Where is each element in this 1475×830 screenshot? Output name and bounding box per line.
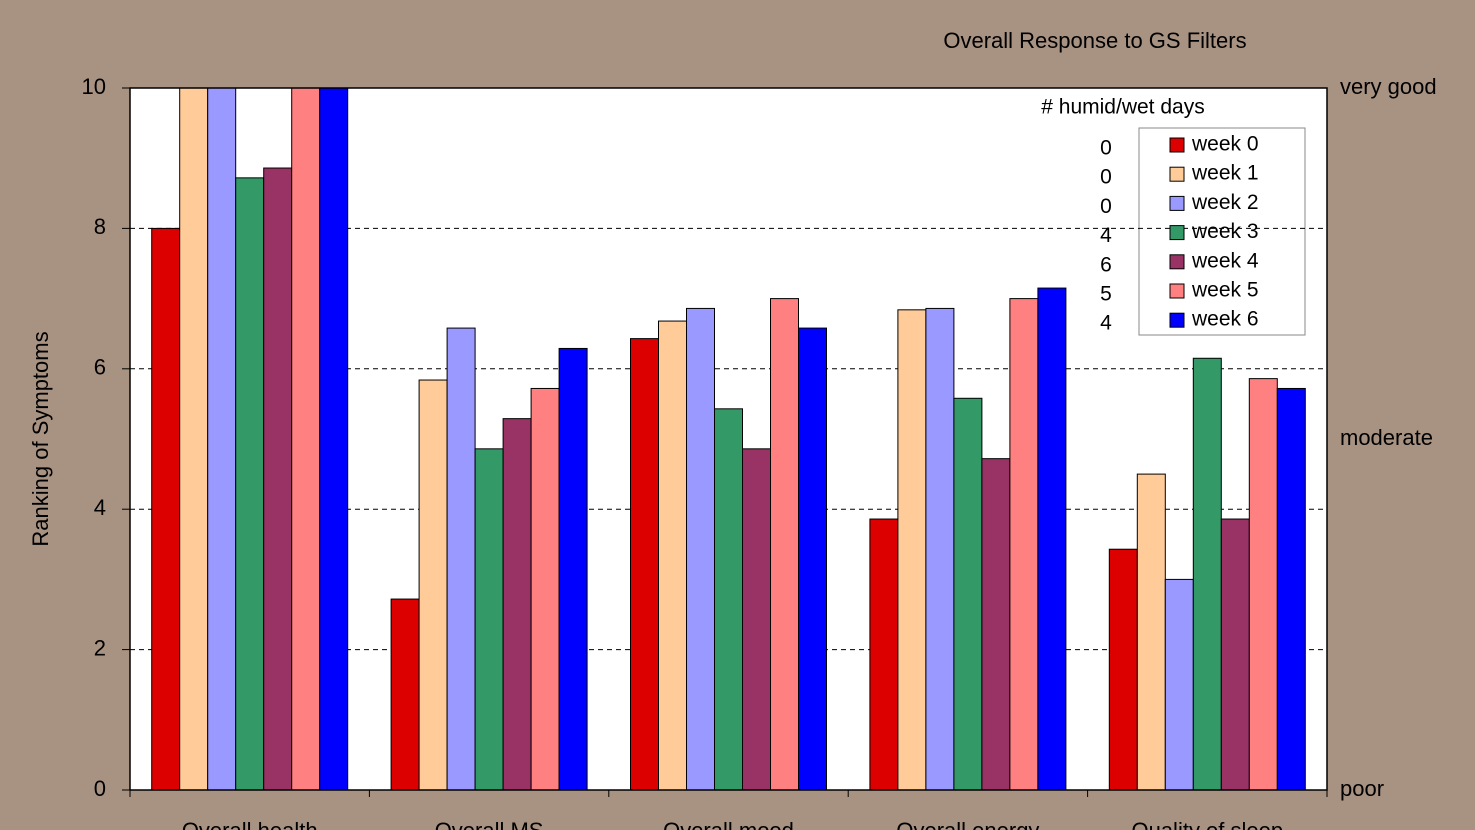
bar (770, 298, 799, 791)
legend-label: week 5 (1191, 279, 1259, 302)
x-tick-label: Overall health (182, 818, 318, 830)
legend-humid-days: 6 (1100, 253, 1112, 276)
legend-swatch (1169, 312, 1185, 328)
bar (530, 387, 560, 791)
legend-swatch (1169, 166, 1185, 182)
legend-label: week 4 (1191, 249, 1259, 272)
legend-label: week 0 (1191, 133, 1259, 156)
legend-humid-days: 0 (1100, 195, 1112, 218)
x-tick-label: Overall MS (435, 818, 544, 830)
y-tick-label: 8 (94, 214, 106, 239)
y-tick-label: 10 (82, 74, 106, 99)
y-tick-label: 4 (94, 495, 106, 520)
legend-humid-days: 5 (1100, 283, 1112, 306)
legend-swatch (1169, 283, 1185, 299)
legend-label: week 3 (1191, 220, 1259, 243)
y-axis-label: Ranking of Symptoms (28, 331, 53, 546)
bar (869, 518, 899, 791)
bar (1276, 387, 1306, 791)
chart-title: Overall Response to GS Filters (943, 28, 1246, 53)
legend-humid-days: 4 (1100, 312, 1112, 335)
bar (418, 379, 448, 791)
bar (1108, 548, 1138, 791)
y-tick-label: 6 (94, 355, 106, 380)
legend-swatch (1169, 254, 1185, 270)
legend-humid-days: 4 (1100, 224, 1112, 247)
bar (319, 87, 349, 791)
bar (151, 227, 181, 791)
bar (630, 338, 659, 791)
legend-label: week 2 (1191, 191, 1259, 214)
bar (686, 307, 715, 791)
right-label: very good (1340, 74, 1437, 99)
bar (742, 448, 771, 791)
bar (291, 87, 321, 791)
bar (502, 418, 532, 791)
legend-swatch (1169, 137, 1185, 153)
bar (1136, 473, 1166, 791)
legend-label: week 1 (1191, 162, 1259, 185)
legend-title: # humid/wet days (1041, 96, 1204, 119)
x-tick-label: Overall energy (896, 818, 1039, 830)
bar (714, 408, 743, 791)
plot-border (129, 87, 1328, 791)
bar (474, 448, 504, 791)
bar (1009, 298, 1039, 791)
legend-humid-days: 0 (1100, 166, 1112, 189)
legend-label: week 6 (1191, 308, 1259, 331)
bar (925, 307, 955, 791)
bar (1037, 287, 1067, 791)
bar (658, 320, 687, 791)
bar (1164, 578, 1194, 791)
bar (207, 87, 237, 791)
right-label: poor (1340, 776, 1384, 801)
bar (446, 327, 476, 791)
bar (558, 347, 588, 791)
bar (798, 327, 827, 791)
bar (1192, 357, 1222, 791)
y-tick-label: 2 (94, 635, 106, 660)
legend-box (1138, 127, 1306, 336)
bar (179, 87, 209, 791)
bar (390, 598, 420, 791)
bar (1220, 518, 1250, 791)
y-tick-label: 0 (94, 776, 106, 801)
bar (1248, 378, 1278, 791)
bar (981, 458, 1011, 791)
x-tick-label: Overall mood (663, 818, 794, 830)
right-label: moderate (1340, 425, 1433, 450)
bar (953, 397, 983, 791)
bar (897, 309, 927, 791)
legend-humid-days: 0 (1100, 137, 1112, 160)
legend-swatch (1169, 195, 1185, 211)
legend-swatch (1169, 225, 1185, 241)
x-tick-label: Quality of sleep (1131, 818, 1283, 830)
bar (263, 167, 293, 791)
bar (235, 177, 265, 791)
